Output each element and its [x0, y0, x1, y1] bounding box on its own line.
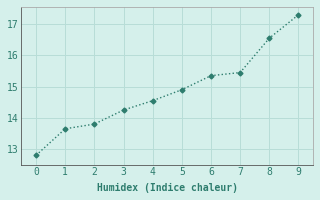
- X-axis label: Humidex (Indice chaleur): Humidex (Indice chaleur): [97, 183, 238, 193]
